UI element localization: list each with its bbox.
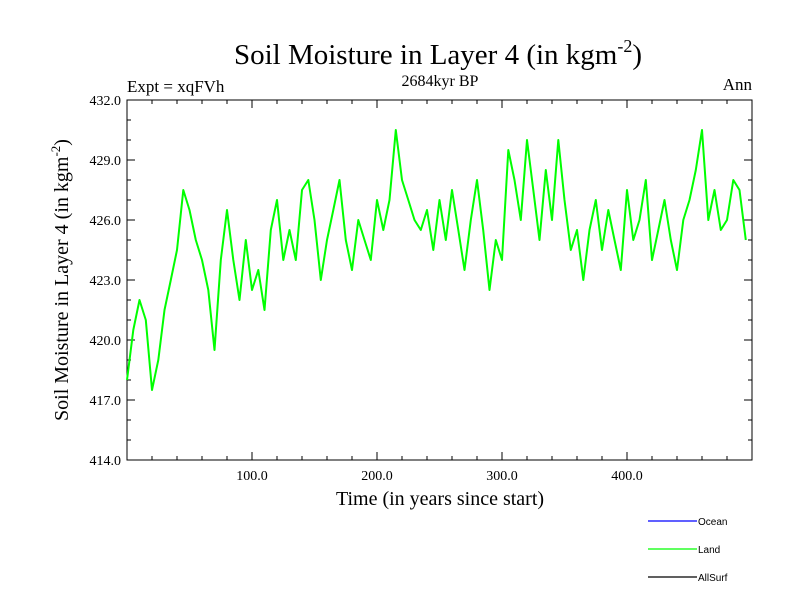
subtitle-center: 2684kyr BP: [402, 73, 479, 90]
legend: Ocean Land AllSurf: [648, 517, 728, 584]
y-tick-label: 423.0: [90, 274, 122, 289]
y-tick-label: 426.0: [90, 214, 122, 229]
legend-label-land: Land: [698, 545, 720, 556]
plot-frame: [126, 99, 753, 461]
series-land-line: [126, 129, 747, 391]
chart-title: Soil Moisture in Layer 4 (in kgm-2): [234, 36, 642, 71]
x-axis-label: Time (in years since start): [336, 488, 544, 510]
x-tick-label: 200.0: [361, 469, 393, 484]
subtitle-right: Ann: [723, 75, 753, 94]
y-tick-label: 417.0: [90, 394, 122, 409]
x-tick-label: 300.0: [486, 469, 518, 484]
legend-label-allsurf: AllSurf: [698, 573, 728, 584]
x-tick-label: 400.0: [611, 469, 643, 484]
series-layer: [126, 129, 747, 391]
y-axis-label: Soil Moisture in Layer 4 (in kgm-2): [48, 139, 73, 421]
x-tick-label: 100.0: [236, 469, 268, 484]
subtitle-left: Expt = xqFVh: [127, 77, 225, 96]
x-axis: 100.0 200.0 300.0 400.0: [151, 100, 728, 484]
y-tick-label: 414.0: [90, 454, 122, 469]
y-tick-label: 429.0: [90, 154, 122, 169]
y-axis: 414.0 417.0 420.0 423.0 426.0 429.0 432.0: [90, 94, 752, 469]
y-tick-label: 420.0: [90, 334, 122, 349]
legend-label-ocean: Ocean: [698, 517, 727, 528]
y-tick-label: 432.0: [90, 94, 122, 109]
